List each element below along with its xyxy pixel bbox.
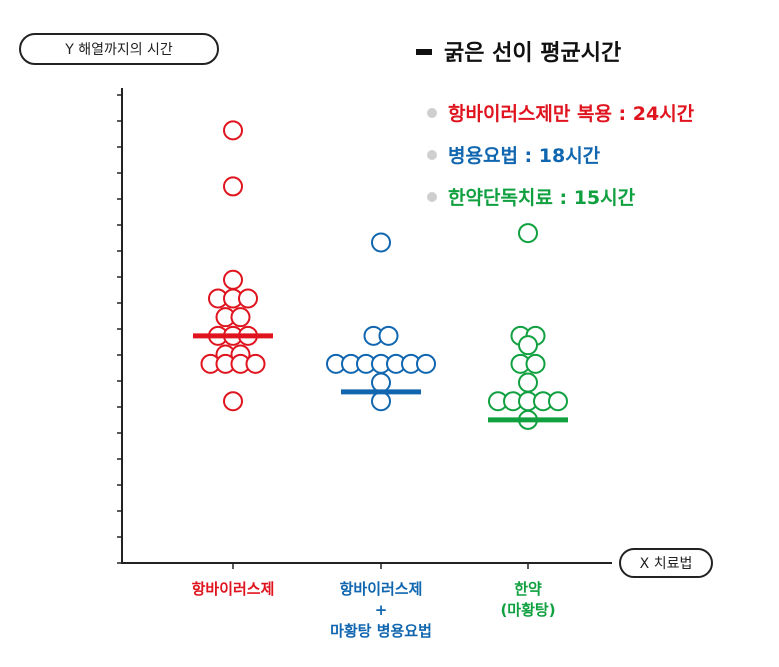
category-label: + <box>375 601 388 619</box>
category-labels: 항바이러스제 항바이러스제 + 마황탕 병용요법 한약 (마황탕) <box>192 580 556 640</box>
y-ticks <box>117 94 122 564</box>
data-point <box>518 372 538 393</box>
legend-title: 굵은 선이 평균시간 <box>444 41 621 66</box>
x-ticks <box>232 563 529 569</box>
legend-bullet <box>427 192 437 202</box>
data-point <box>230 307 251 328</box>
category-label: 마황탕 병용요법 <box>330 622 432 640</box>
mean-lines <box>193 333 568 423</box>
y-axis-label-text: Y 해열까지의 시간 <box>64 42 173 58</box>
data-point <box>518 335 538 356</box>
data-point <box>223 391 243 412</box>
data-point <box>371 232 391 253</box>
legend-bullet <box>427 150 437 160</box>
data-point <box>525 353 546 374</box>
legend-entry: 병용요법 : 18시간 <box>448 145 601 167</box>
data-point <box>223 120 243 141</box>
category-label: (마황탕) <box>500 601 555 619</box>
data-points <box>200 120 568 430</box>
category-label: 항바이러스제 <box>192 580 275 598</box>
data-point <box>223 269 243 290</box>
legend-mean-swatch <box>416 49 432 55</box>
category-label: 항바이러스제 <box>340 580 423 598</box>
data-point <box>548 391 568 412</box>
data-point <box>223 176 243 197</box>
data-point <box>371 372 391 393</box>
data-point <box>378 325 399 346</box>
x-axis-label: X 치료법 <box>619 548 713 578</box>
legend-entry: 한약단독치료 : 15시간 <box>448 187 636 209</box>
y-axis-label: Y 해열까지의 시간 <box>19 33 219 65</box>
x-axis-label-text: X 치료법 <box>640 556 693 572</box>
data-point <box>238 288 258 309</box>
data-point <box>416 353 436 374</box>
data-point <box>245 353 266 374</box>
legend-bullet <box>427 108 437 118</box>
data-point <box>518 223 538 244</box>
category-label: 한약 <box>514 580 542 598</box>
legend-entry: 항바이러스제만 복용 : 24시간 <box>448 103 695 125</box>
data-point <box>371 391 391 412</box>
